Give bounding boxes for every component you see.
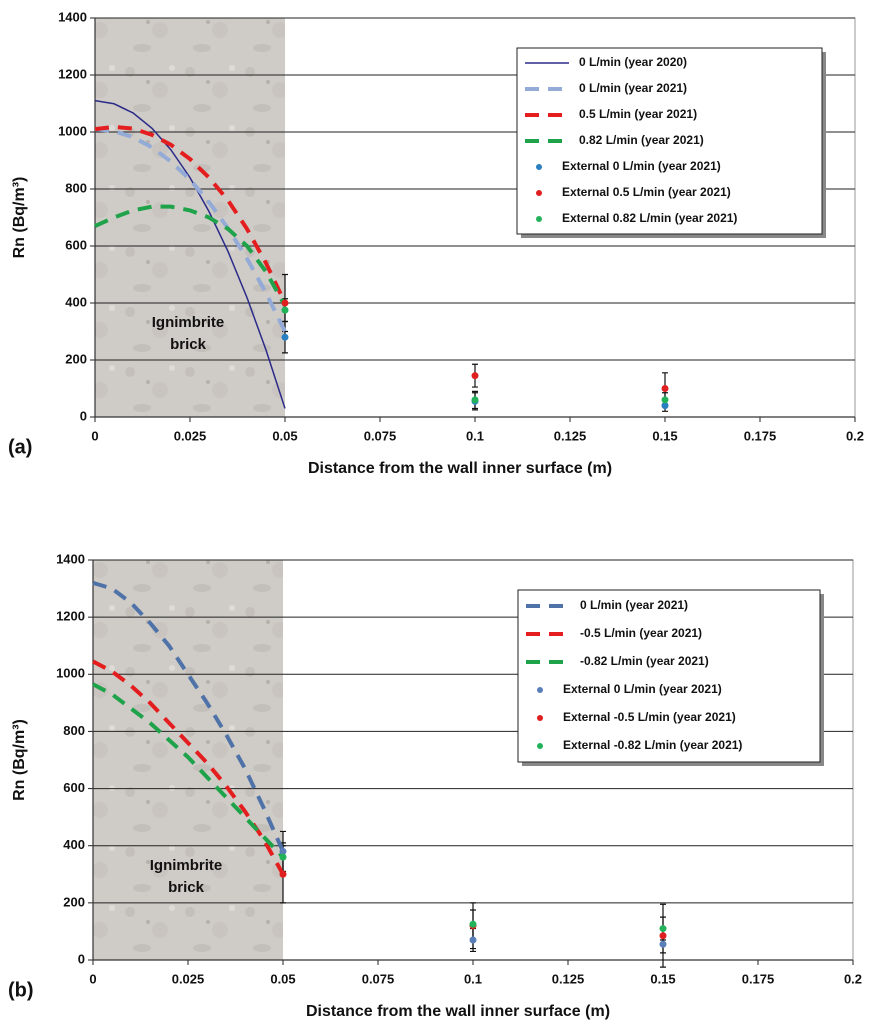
series-line	[94, 99, 286, 409]
x-axis-label: Distance from the wall inner surface (m)	[306, 1003, 610, 1020]
data-point	[469, 920, 477, 928]
y-tick-label: 1400	[56, 551, 85, 566]
legend-box	[516, 47, 823, 235]
legend: 0 L/min (year 2021) -0.5 L/min (year 2021…	[517, 589, 824, 766]
x-tick-label: 0.075	[364, 428, 397, 443]
x-tick-label: 0.125	[554, 428, 587, 443]
legend-label: 0 L/min (year 2020)	[579, 55, 687, 69]
x-tick-label: 0.15	[652, 428, 677, 443]
legend-label: External 0 L/min (year 2021)	[562, 159, 721, 173]
legend-marker	[536, 190, 542, 196]
data-point	[279, 870, 287, 878]
legend-box	[517, 589, 821, 763]
panel-label: (a)	[8, 436, 32, 458]
data-point	[661, 402, 669, 410]
legend-marker	[536, 216, 542, 222]
x-tick-label: 0.15	[650, 971, 675, 986]
annotation: brick	[168, 879, 205, 896]
y-tick-label: 1000	[58, 123, 87, 138]
legend-label: 0 L/min (year 2021)	[580, 598, 688, 612]
legend-label: 0.82 L/min (year 2021)	[579, 133, 704, 147]
data-point	[279, 853, 287, 861]
legend: 0 L/min (year 2020) 0 L/min (year 2021) 0.…	[516, 47, 826, 238]
x-tick-label: 0.1	[466, 428, 484, 443]
series-line	[92, 580, 285, 853]
x-tick-label: 0.025	[172, 971, 205, 986]
x-tick-label: 0.05	[272, 428, 297, 443]
y-tick-label: 600	[65, 237, 87, 252]
data-point	[471, 396, 479, 404]
x-tick-label: 0.05	[270, 971, 295, 986]
series-line	[94, 127, 287, 333]
series-line	[94, 204, 287, 307]
x-tick-label: 0.025	[174, 428, 207, 443]
y-axis-label: Rn (Bq/m³)	[11, 719, 28, 801]
x-tick-label: 0.2	[846, 428, 864, 443]
series-line	[92, 682, 285, 859]
x-tick-label: 0.075	[362, 971, 395, 986]
x-axis-label: Distance from the wall inner surface (m)	[308, 460, 612, 477]
legend-label: External -0.5 L/min (year 2021)	[563, 710, 736, 724]
data-point	[281, 333, 289, 341]
legend-label: 0 L/min (year 2021)	[579, 81, 687, 95]
y-tick-label: 0	[78, 951, 85, 966]
x-tick-label: 0.1	[464, 971, 482, 986]
y-tick-label: 1200	[56, 609, 85, 624]
legend-label: External 0.5 L/min (year 2021)	[562, 185, 731, 199]
panel-label: (b)	[8, 979, 34, 1001]
y-tick-label: 800	[63, 723, 85, 738]
series-line	[92, 659, 285, 876]
legend-marker	[537, 715, 543, 721]
data-point	[279, 847, 287, 855]
series-line	[94, 124, 287, 304]
data-point	[661, 385, 669, 392]
legend-marker	[536, 164, 542, 170]
y-tick-label: 400	[65, 294, 87, 309]
y-tick-label: 1200	[58, 66, 87, 81]
y-tick-label: 400	[63, 837, 85, 852]
annotation: Ignimbrite	[150, 857, 223, 874]
brick-texture	[95, 18, 285, 417]
annotation: Ignimbrite	[152, 314, 225, 331]
panel: 0 200 400 600 800 1000 1200 1400 0 0.025 0.05 0.075…	[8, 9, 864, 477]
y-axis-label: Rn (Bq/m³)	[11, 177, 28, 259]
x-tick-label: 0.125	[552, 971, 585, 986]
legend-label: External 0.82 L/min (year 2021)	[562, 211, 737, 225]
annotation: brick	[170, 336, 207, 353]
legend-marker	[537, 743, 543, 749]
x-tick-label: 0.2	[844, 971, 862, 986]
data-point	[471, 372, 479, 380]
data-point	[281, 306, 289, 314]
legend-label: 0.5 L/min (year 2021)	[579, 107, 697, 121]
legend-label: -0.82 L/min (year 2021)	[580, 654, 709, 668]
y-tick-label: 200	[63, 894, 85, 909]
data-point	[661, 396, 669, 404]
x-tick-label: 0	[91, 428, 98, 443]
x-tick-label: 0.175	[744, 428, 777, 443]
legend-label: -0.5 L/min (year 2021)	[580, 626, 702, 640]
panel: 0 200 400 600 800 1000 1200 1400 0 0.025 0.05 0.075…	[8, 551, 862, 1020]
legend-label: External 0 L/min (year 2021)	[563, 682, 722, 696]
data-point	[659, 925, 667, 933]
data-point	[281, 299, 289, 307]
y-tick-label: 0	[80, 408, 87, 423]
legend-marker	[537, 687, 543, 693]
data-point	[469, 936, 477, 944]
y-tick-label: 1000	[56, 666, 85, 681]
y-tick-label: 800	[65, 180, 87, 195]
y-tick-label: 200	[65, 351, 87, 366]
y-tick-label: 1400	[58, 9, 87, 24]
y-tick-label: 600	[63, 780, 85, 795]
x-tick-label: 0	[89, 971, 96, 986]
data-point	[659, 932, 667, 940]
data-point	[659, 940, 667, 948]
legend-label: External -0.82 L/min (year 2021)	[563, 738, 742, 752]
x-tick-label: 0.175	[742, 971, 775, 986]
